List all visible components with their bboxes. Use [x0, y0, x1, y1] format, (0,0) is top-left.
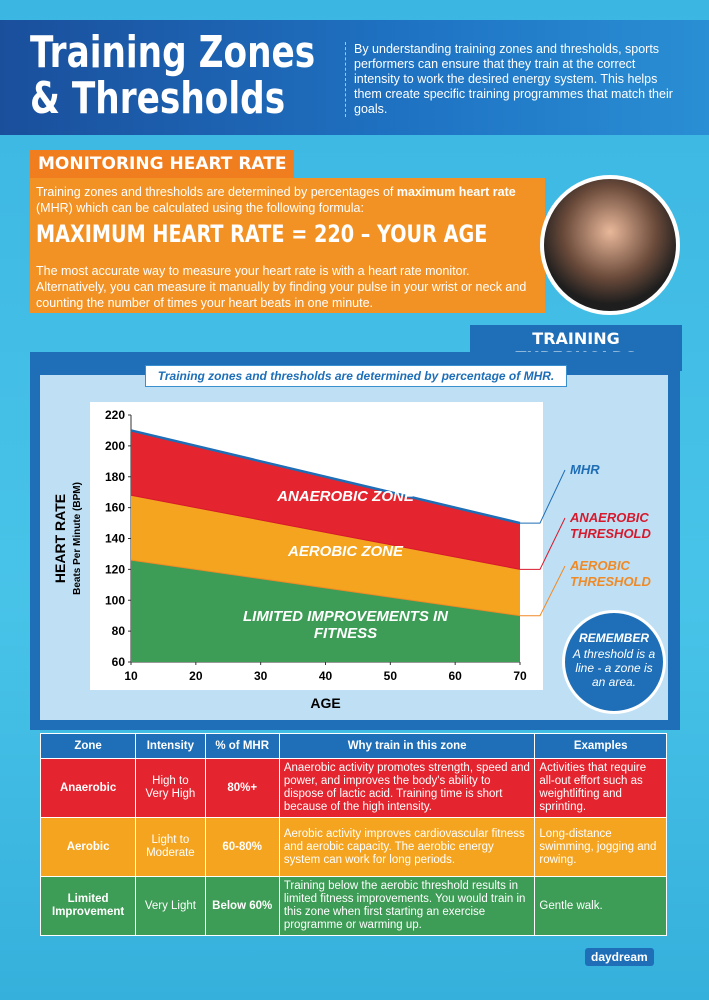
- leader-line: [520, 517, 566, 570]
- table-cell: Aerobic activity improves cardiovascular…: [278, 817, 536, 877]
- table-cell: Limited Improvement: [39, 876, 137, 936]
- column-header: Intensity: [135, 733, 206, 759]
- y-tick-label: 80: [112, 624, 126, 638]
- y-tick-label: 60: [112, 655, 126, 669]
- leader-line: [520, 469, 566, 524]
- paragraph: The most accurate way to measure your he…: [36, 264, 527, 310]
- x-tick-label: 60: [448, 669, 462, 683]
- text: (MHR) which can be calculated using the …: [36, 201, 364, 215]
- monitoring-box: Training zones and thresholds are determ…: [30, 178, 545, 313]
- x-tick-label: 30: [254, 669, 268, 683]
- title-line: Training Zones: [30, 27, 316, 78]
- table-cell: 80%+: [204, 758, 280, 818]
- remember-note: REMEMBER A threshold is a line - a zone …: [562, 610, 666, 714]
- table-row: Limited Improvement Very Light Below 60% Tr…: [39, 876, 667, 936]
- column-header: Zone: [39, 733, 137, 759]
- table-cell: High to Very High: [135, 758, 206, 818]
- y-tick-label: 220: [105, 408, 125, 422]
- section-heading: MONITORING HEART RATE: [30, 150, 295, 178]
- table-cell: Training below the aerobic threshold res…: [278, 876, 536, 936]
- note-text: A threshold is a line - a zone is an are…: [572, 647, 656, 689]
- x-tick-label: 50: [384, 669, 398, 683]
- y-tick-label: 200: [105, 439, 125, 453]
- table-body: Anaerobic High to Very High 80%+ Anaerobic …: [39, 758, 667, 936]
- threshold-line: [130, 494, 521, 570]
- title: Training Zones & Thresholds: [30, 30, 396, 122]
- table-cell: Light to Moderate: [135, 817, 206, 877]
- x-tick-label: 10: [124, 669, 138, 683]
- y-tick-label: 120: [105, 562, 125, 576]
- paragraph: Training zones and thresholds are determ…: [36, 184, 536, 216]
- table-cell: Gentle walk.: [534, 876, 667, 936]
- zone-table: Zone Intensity% of MHR Why train in this z…: [39, 733, 667, 936]
- table-cell: Anaerobic: [39, 758, 137, 818]
- intro: By understanding training zones and thre…: [345, 42, 674, 117]
- table-cell: Aerobic: [39, 817, 137, 877]
- table-cell: Activities that require all-out effort s…: [534, 758, 667, 818]
- table-row: Anaerobic High to Very High 80%+ Anaerobic …: [39, 758, 667, 818]
- header-row: Zone Intensity% of MHR Why train in this z…: [39, 733, 667, 759]
- series-label: MHR: [570, 462, 600, 477]
- series-label: ANAEROBIC THRESHOLD: [570, 510, 651, 541]
- y-tick-label: 160: [105, 501, 125, 515]
- zone-label: AEROBIC ZONE: [287, 543, 403, 561]
- chart-subtitle: Training zones and thresholds are determ…: [145, 365, 567, 387]
- threshold-line: [130, 559, 521, 617]
- brand-logo: daydream: [585, 948, 654, 966]
- header-band: [0, 20, 709, 135]
- column-header: Why train in this zone: [278, 733, 536, 759]
- x-tick-label: 20: [189, 669, 203, 683]
- zone-area: [131, 495, 520, 616]
- text: Training zones and thresholds are determ…: [36, 185, 394, 199]
- table-cell: Below 60%: [204, 876, 280, 936]
- table-cell: Long-distance swimming, jogging and rowi…: [534, 817, 667, 877]
- y-tick-label: 180: [105, 470, 125, 484]
- leader-line: [520, 565, 566, 617]
- threshold-line: [130, 429, 521, 525]
- column-header: Examples: [534, 733, 667, 759]
- y-tick-label: 140: [105, 532, 125, 546]
- note-title: REMEMBER: [578, 631, 649, 645]
- table-cell: Anaerobic activity promotes strength, sp…: [278, 758, 536, 818]
- series-label: AEROBIC THRESHOLD: [570, 558, 651, 589]
- x-axis-label: AGE: [310, 695, 340, 711]
- y-axis-sublabel: Beats Per Minute (BPM): [72, 482, 83, 595]
- column-header: % of MHR: [204, 733, 280, 759]
- zone-area: [131, 560, 520, 662]
- bold-text: maximum heart rate: [396, 185, 516, 199]
- x-tick-label: 70: [513, 669, 527, 683]
- table-cell: Very Light: [135, 876, 206, 936]
- zone-label: ANAEROBIC ZONE: [277, 487, 414, 505]
- zone-label: LIMITED IMPROVEMENTS IN FITNESS: [242, 607, 448, 642]
- x-tick-label: 40: [319, 669, 333, 683]
- zone-area: [131, 430, 520, 570]
- title-line: & Thresholds: [30, 73, 286, 124]
- table-row: Aerobic Light to Moderate 60-80% Aerobic ac…: [39, 817, 667, 877]
- y-axis-label: HEART RATE: [52, 494, 68, 583]
- photo: [540, 175, 680, 315]
- table-cell: 60-80%: [204, 817, 280, 877]
- y-tick-label: 100: [105, 593, 125, 607]
